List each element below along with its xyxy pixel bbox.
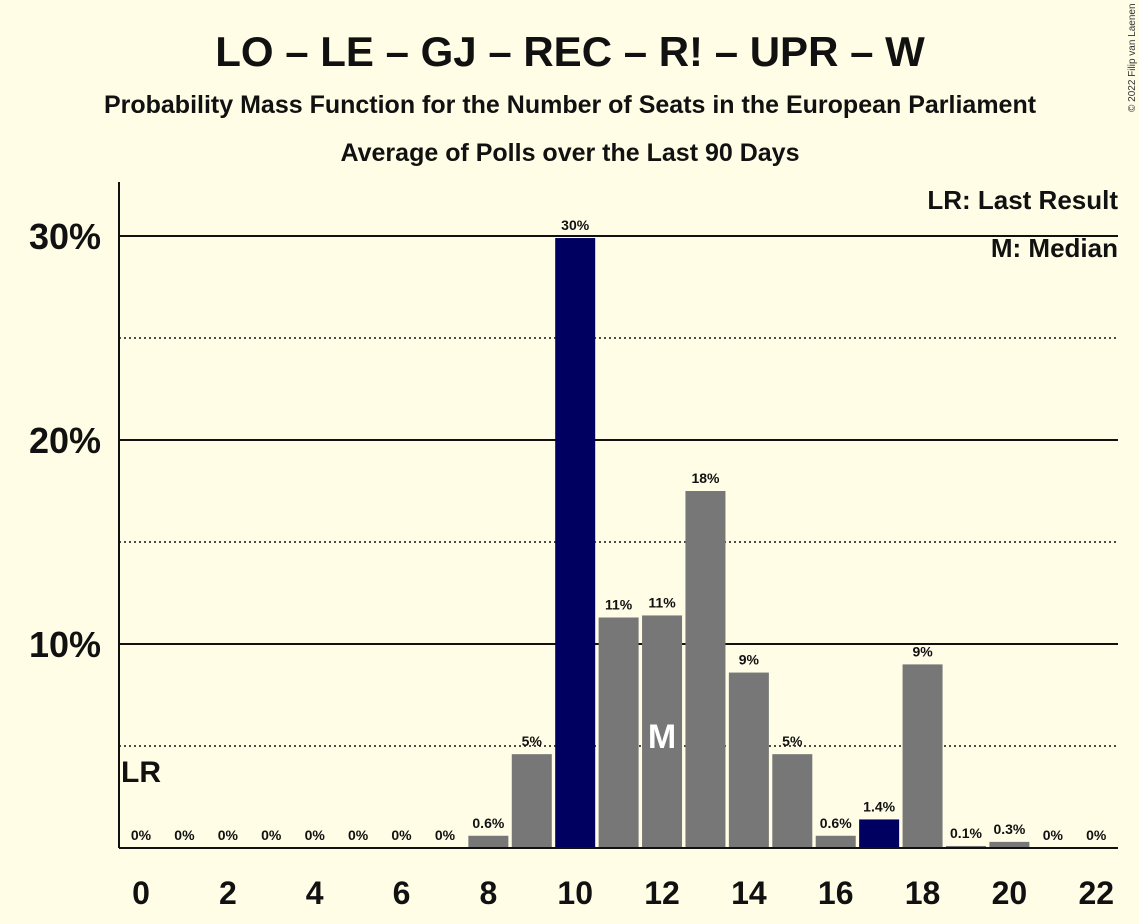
bar-seat-20 [989, 841, 1030, 848]
x-tick-label: 20 [992, 875, 1028, 911]
data-label: 18% [691, 470, 720, 486]
y-tick-label: 30% [29, 216, 101, 257]
chart-subtitle-2: Average of Polls over the Last 90 Days [341, 139, 800, 167]
bar-seat-10 [555, 238, 596, 849]
bar-seat-8 [468, 835, 509, 848]
data-label: 0% [1043, 827, 1064, 843]
data-label: 11% [605, 596, 633, 612]
chart-subtitle: Probability Mass Function for the Number… [104, 91, 1037, 119]
copyright-text: © 2022 Filip van Laenen [1127, 3, 1138, 112]
data-label: 0% [174, 827, 195, 843]
data-label: 0.3% [993, 821, 1025, 837]
data-label: 0.6% [820, 815, 852, 831]
x-tick-label: 10 [557, 875, 593, 911]
data-label: 0% [435, 827, 456, 843]
chart-title: LO – LE – GJ – REC – R! – UPR – W [215, 28, 925, 75]
bars [468, 238, 1030, 849]
y-tick-label: 10% [29, 624, 101, 665]
bar-seat-18 [902, 664, 943, 848]
data-label: 0.1% [950, 825, 982, 841]
gridlines [119, 235, 1118, 747]
data-label: 30% [561, 217, 590, 233]
x-tick-label: 2 [219, 875, 237, 911]
median-marker: M [648, 718, 676, 756]
last-result-marker: LR [121, 756, 161, 789]
data-label: 0% [348, 827, 369, 843]
x-tick-label: 22 [1078, 875, 1114, 911]
x-tick-label: 14 [731, 875, 767, 911]
bar-seat-14 [728, 672, 769, 848]
data-label: 0% [131, 827, 152, 843]
bar-seat-16 [815, 835, 856, 848]
data-label: 0% [261, 827, 282, 843]
data-label: 11% [648, 594, 676, 610]
data-label: 0% [305, 827, 326, 843]
x-tick-label: 6 [393, 875, 411, 911]
legend-median: M: Median [991, 233, 1118, 263]
data-label: 0% [218, 827, 239, 843]
data-labels: 0% 0% 0% 0% 0% 0% 0% 0% 0.6% 5% 30% 11% 11% 18% 9% 5% 0.… [121, 217, 1107, 843]
bar-seat-12 [642, 615, 683, 848]
data-label: 0% [1086, 827, 1107, 843]
x-tick-label: 8 [479, 875, 497, 911]
data-label: 9% [739, 652, 760, 668]
data-label: 9% [912, 643, 933, 659]
x-tick-label: 4 [306, 875, 324, 911]
data-label: 0.6% [472, 815, 504, 831]
x-tick-label: 16 [818, 875, 854, 911]
x-tick-label: 18 [905, 875, 941, 911]
data-label: 5% [522, 733, 543, 749]
bar-seat-11 [598, 617, 639, 848]
data-label: 0% [391, 827, 412, 843]
bar-seat-17 [859, 819, 900, 848]
axes: 10% 20% 30% 0 2 4 6 8 10 12 14 16 18 20 22 [29, 182, 1118, 911]
bar-seat-15 [772, 754, 813, 848]
y-tick-label: 20% [29, 420, 101, 461]
data-label: 5% [782, 733, 803, 749]
legend-last-result: LR: Last Result [927, 185, 1118, 215]
bar-seat-9 [511, 754, 552, 848]
bar-seat-19 [945, 845, 986, 848]
data-label: 1.4% [863, 798, 895, 814]
x-tick-label: 0 [132, 875, 150, 911]
bar-seat-13 [685, 491, 726, 848]
x-tick-label: 12 [644, 875, 680, 911]
